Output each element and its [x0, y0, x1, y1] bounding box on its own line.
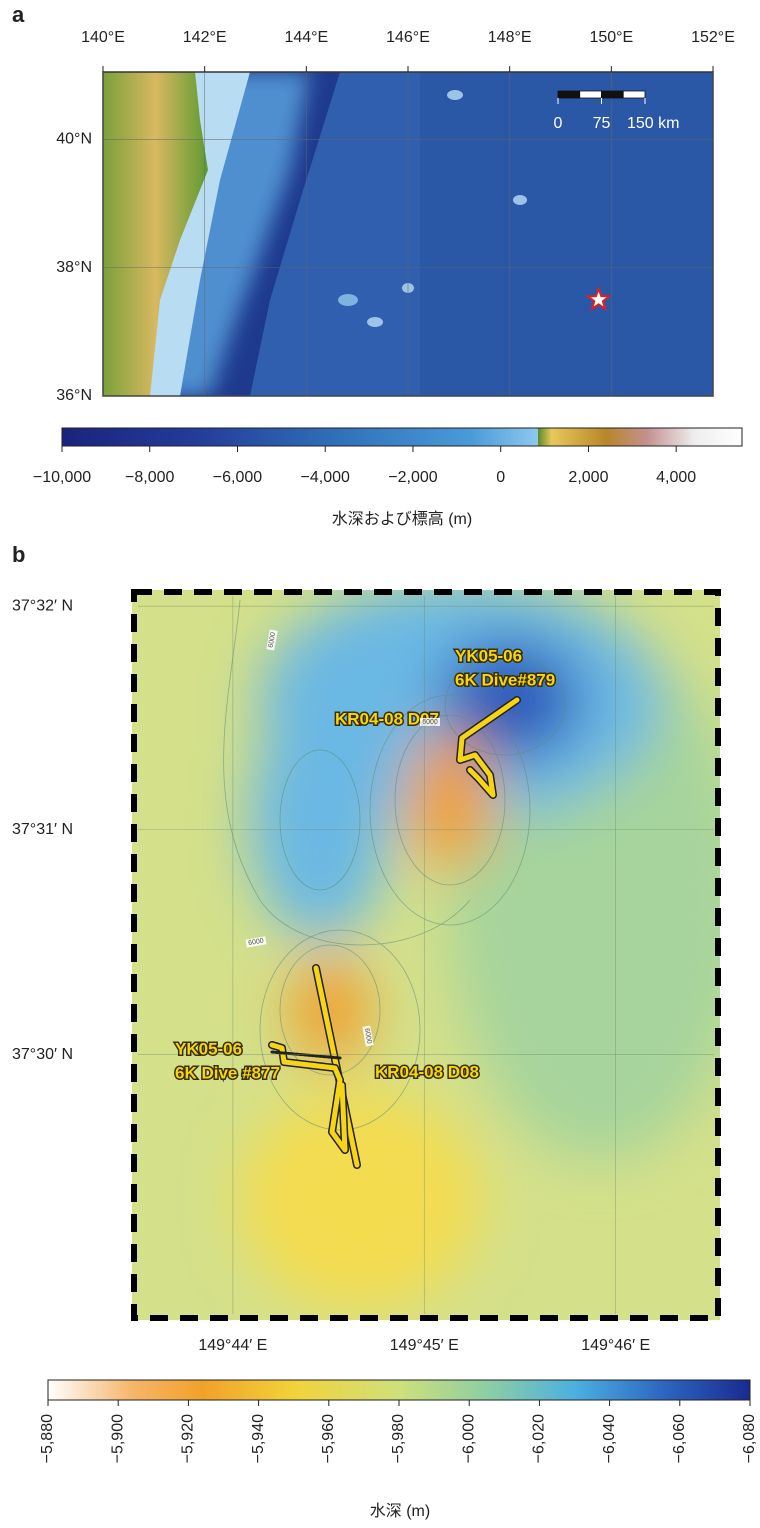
scale-segment	[580, 91, 602, 98]
track-label: 6K Dive#879	[455, 670, 555, 689]
scale-label: 75	[593, 115, 611, 132]
colorbar-tick-label: −5,880	[39, 1414, 56, 1463]
colorbar-tick-label: 4,000	[656, 469, 696, 486]
colorbar-tick-label: 0	[496, 469, 505, 486]
colorbar-tick-label: −6,020	[531, 1414, 548, 1463]
lon-tick-label: 146°E	[386, 29, 430, 46]
colorbar	[62, 428, 742, 446]
colorbar-tick-label: −5,900	[109, 1414, 126, 1463]
colorbar-tick-label: −6,000	[213, 469, 262, 486]
colorbar-tick-label: −6,060	[671, 1414, 688, 1463]
lon-tick-label: 149°46′ E	[581, 1337, 650, 1354]
colorbar-title: 水深および標高 (m)	[332, 510, 472, 528]
colorbar-title: 水深 (m)	[370, 1502, 430, 1520]
colorbar-tick-label: −5,940	[250, 1414, 267, 1463]
bathymetry-map	[132, 580, 750, 1320]
colorbar	[48, 1380, 750, 1400]
contour-label: 6000	[420, 718, 440, 726]
track-label: 6K Dive #877	[175, 1063, 280, 1082]
lat-tick-label: 36°N	[56, 387, 92, 404]
lon-tick-label: 150°E	[589, 29, 633, 46]
colorbar-tick-label: −2,000	[388, 469, 437, 486]
lat-tick-label: 38°N	[56, 259, 92, 276]
colorbar-tick-label: −8,000	[125, 469, 174, 486]
lon-tick-label: 149°44′ E	[198, 1337, 267, 1354]
lat-tick-label: 37°32′ N	[12, 597, 73, 614]
colorbar-tick-label: −6,080	[741, 1414, 758, 1463]
colorbar-tick-label: −5,980	[390, 1414, 407, 1463]
scale-label: 150 km	[627, 115, 679, 132]
colorbar-tick-label: −6,000	[460, 1414, 477, 1463]
lat-tick-label: 40°N	[56, 131, 92, 148]
panel-label: a	[12, 2, 25, 27]
lat-tick-label: 37°30′ N	[12, 1046, 73, 1063]
colorbar-tick-label: 2,000	[568, 469, 608, 486]
track-label: YK05-06	[175, 1039, 242, 1058]
lon-tick-label: 148°E	[488, 29, 532, 46]
colorbar-tick-label: −5,960	[320, 1414, 337, 1463]
colorbar-tick-label: −6,040	[601, 1414, 618, 1463]
colorbar-tick-label: −5,920	[180, 1414, 197, 1463]
colorbar-tick-label: −4,000	[301, 469, 350, 486]
colorbar-tick-label: −10,000	[33, 469, 91, 486]
scale-segment	[558, 91, 580, 98]
lat-tick-label: 37°31′ N	[12, 821, 73, 838]
track-label: KR04-08 D08	[375, 1062, 479, 1081]
scale-label: 0	[554, 115, 563, 132]
lon-tick-label: 144°E	[284, 29, 328, 46]
panel-label: b	[12, 542, 25, 567]
figure: a 140°E 142°E 144°E 146°E 148°E 150°E 152°E 36°N…	[0, 0, 760, 1528]
scale-segment	[602, 91, 624, 98]
lon-tick-label: 140°E	[81, 29, 125, 46]
contour-label-text: 6000	[422, 719, 438, 726]
track-label: YK05-06	[455, 646, 522, 665]
lon-tick-label: 142°E	[183, 29, 227, 46]
lon-tick-label: 149°45′ E	[390, 1337, 459, 1354]
lon-tick-label: 152°E	[691, 29, 735, 46]
scale-segment	[623, 91, 645, 98]
